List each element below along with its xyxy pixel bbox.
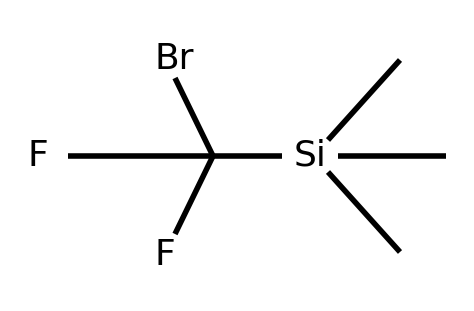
Text: F: F [155, 238, 176, 272]
Text: F: F [28, 139, 49, 173]
Text: Br: Br [155, 42, 194, 76]
Text: Si: Si [293, 139, 327, 173]
